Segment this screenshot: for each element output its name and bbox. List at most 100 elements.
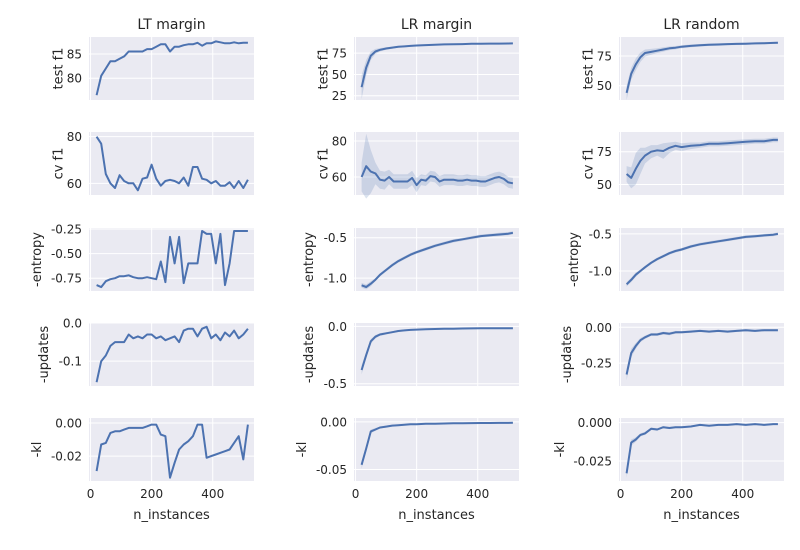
y-tick-label: -0.50: [51, 247, 82, 261]
panel-background: [354, 228, 519, 291]
y-axis-label: cv f1: [582, 148, 597, 180]
y-tick-label: -0.75: [51, 272, 82, 286]
panel-title: LR margin: [401, 17, 472, 33]
y-tick-label: -0.25: [51, 222, 82, 236]
y-axis-label: test f1: [582, 48, 597, 90]
x-axis-label: n_instances: [133, 508, 210, 523]
series-line: [625, 329, 778, 375]
x-axis-label: n_instances: [663, 508, 740, 523]
y-axis-label: -entropy: [30, 232, 45, 287]
y-axis-label: cv f1: [317, 148, 332, 180]
x-axis-label: n_instances: [398, 508, 475, 523]
y-axis-label: cv f1: [52, 148, 67, 180]
panel-background: [354, 418, 519, 481]
y-tick-label: -0.25: [581, 357, 612, 371]
panel-0-0: 80 85 LT margin test f1: [52, 17, 254, 100]
y-tick-label: 80: [332, 135, 347, 149]
series-line: [95, 136, 249, 192]
panel-background: [89, 37, 254, 100]
series-line: [95, 40, 248, 96]
y-axis-label: -updates: [560, 326, 575, 383]
y-axis-label: -kl: [30, 442, 45, 458]
y-axis-label: -kl: [295, 442, 310, 458]
series-line: [625, 41, 778, 94]
series-line: [95, 325, 249, 383]
x-tick-label: 0: [352, 487, 360, 501]
y-tick-label: -0.1: [59, 355, 82, 369]
y-tick-label: -1.0: [589, 264, 612, 278]
x-tick-label: 400: [731, 487, 754, 501]
panel-background: [354, 323, 519, 386]
y-axis-label: -entropy: [567, 232, 582, 287]
series-line: [361, 231, 514, 288]
y-tick-label: -0.5: [324, 231, 347, 245]
y-tick-label: 0.00: [55, 416, 82, 430]
y-tick-label: -0.02: [51, 450, 82, 464]
y-tick-label: 50: [332, 68, 347, 82]
y-axis-label: test f1: [52, 48, 67, 90]
x-tick-label: 200: [670, 487, 693, 501]
y-tick-label: 85: [67, 47, 82, 61]
panel-3-1: -0.5 0.0 -updates: [302, 320, 519, 391]
y-tick-label: 0.00: [585, 321, 612, 335]
panel-0-2: 50 75 LR random test f1: [582, 17, 784, 100]
panel-background: [354, 132, 519, 195]
series-line: [360, 165, 514, 187]
panel-4-1: -0.05 0.00 0 200 400 -kl n_instances: [295, 415, 519, 523]
panel-background: [619, 418, 784, 481]
x-tick-label: 200: [140, 487, 163, 501]
panel-background: [619, 323, 784, 386]
series-line: [625, 138, 778, 179]
panel-title: LT margin: [137, 17, 205, 33]
series-line: [95, 423, 249, 479]
y-tick-label: 75: [332, 47, 347, 61]
panel-4-2: -0.025 0.000 0 200 400 -kl n_instances: [553, 416, 784, 523]
panel-3-2: -0.25 0.00 -updates: [560, 321, 784, 386]
panel-background: [354, 37, 519, 100]
y-tick-label: -0.5: [324, 377, 347, 391]
y-tick-label: 80: [67, 130, 82, 144]
panel-background: [619, 37, 784, 100]
y-tick-label: 0.000: [578, 416, 612, 430]
panel-4-0: -0.02 0.00 0 200 400 -kl n_instances: [30, 416, 254, 523]
y-tick-label: 0.0: [63, 317, 82, 331]
panel-2-0: -0.75 -0.50 -0.25 -entropy: [30, 222, 254, 291]
panel-title: LR random: [663, 17, 739, 33]
y-tick-label: -1.0: [324, 272, 347, 286]
series-line: [360, 421, 513, 466]
y-axis-label: -entropy: [302, 232, 317, 287]
panel-2-1: -1.0 -0.5 -entropy: [302, 228, 519, 291]
panel-2-2: -1.0 -0.5 -entropy: [567, 227, 784, 291]
series-line: [96, 230, 248, 289]
y-tick-label: 0.00: [320, 415, 347, 429]
y-tick-label: 25: [332, 89, 347, 103]
panel-3-0: -0.1 0.0 -updates: [37, 317, 254, 386]
x-tick-label: 400: [201, 487, 224, 501]
y-tick-label: 75: [597, 50, 612, 64]
x-tick-label: 0: [87, 487, 95, 501]
y-axis-label: test f1: [317, 48, 332, 90]
x-tick-label: 200: [405, 487, 428, 501]
y-tick-label: 75: [597, 145, 612, 159]
y-tick-label: -0.05: [316, 463, 347, 477]
series-line: [625, 232, 779, 286]
y-tick-label: 60: [332, 171, 347, 185]
panel-0-1: 25 50 75 LR margin test f1: [317, 17, 519, 103]
series-line: [625, 423, 778, 474]
x-tick-label: 400: [466, 487, 489, 501]
panel-background: [619, 228, 784, 291]
y-tick-label: 80: [67, 72, 82, 86]
y-axis-label: -updates: [302, 326, 317, 383]
y-tick-label: 0.0: [328, 320, 347, 334]
y-tick-label: 50: [597, 79, 612, 93]
x-tick-label: 0: [617, 487, 625, 501]
y-tick-label: 50: [597, 178, 612, 192]
y-tick-label: 60: [67, 177, 82, 191]
y-tick-label: -0.025: [573, 455, 612, 469]
panel-background: [89, 323, 254, 386]
y-axis-label: -updates: [37, 326, 52, 383]
